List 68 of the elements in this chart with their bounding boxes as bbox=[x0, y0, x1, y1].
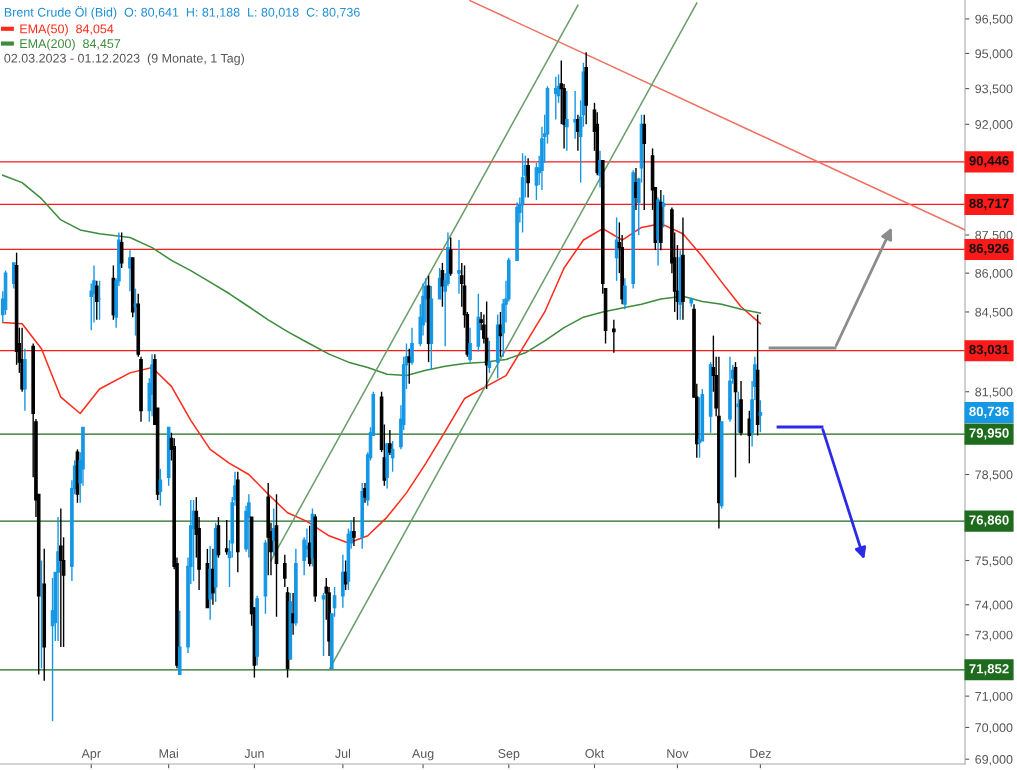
line-series bbox=[2, 222, 762, 544]
x-tick-label: Okt bbox=[585, 748, 605, 758]
candlestick bbox=[321, 592, 326, 657]
y-tick-label: 84,500 bbox=[975, 307, 1013, 319]
candlestick bbox=[343, 559, 348, 591]
candlestick bbox=[573, 90, 577, 140]
y-tick-label: 81,500 bbox=[975, 387, 1013, 398]
y-tick-label: 78,500 bbox=[975, 470, 1013, 481]
x-tick-label: Jul bbox=[335, 748, 351, 758]
candlestick bbox=[410, 326, 414, 366]
y-tick-label: 92,000 bbox=[975, 120, 1013, 131]
candlestick bbox=[56, 516, 60, 642]
y-tick-label: 69,000 bbox=[975, 755, 1013, 766]
candlestick bbox=[352, 516, 356, 547]
y-tick-label: 95,000 bbox=[975, 49, 1013, 60]
candlestick bbox=[12, 262, 16, 290]
candlestick bbox=[211, 548, 215, 606]
x-tick-label: Jun bbox=[244, 749, 264, 758]
candlestick bbox=[661, 194, 666, 229]
candlestick bbox=[526, 157, 530, 199]
y-tick-label: 74,000 bbox=[975, 600, 1013, 611]
y-tick-label: 73,000 bbox=[975, 630, 1013, 641]
text: Brent Crude Öl (Bid) O: 80,641 H: 81,188 L: 80,018 C: 80,736 bbox=[4, 6, 360, 20]
x-tick-label: Mai bbox=[159, 748, 178, 758]
candlestick bbox=[283, 553, 287, 588]
candlestick bbox=[448, 236, 453, 277]
ref-line-label: 76,860 bbox=[969, 515, 1009, 527]
candlestick bbox=[623, 277, 627, 311]
ref-line-label: 86,926 bbox=[969, 243, 1009, 255]
candlestick bbox=[59, 507, 63, 648]
x-tick-label: Dez bbox=[750, 749, 771, 758]
candlestick bbox=[612, 319, 616, 354]
candlestick bbox=[363, 482, 367, 504]
candlestick bbox=[128, 249, 132, 292]
candlestick bbox=[158, 468, 163, 507]
x-tick-label: Aug bbox=[411, 749, 434, 761]
candlestick bbox=[758, 399, 763, 433]
x-tick-label: Nov bbox=[667, 749, 689, 758]
candlestick bbox=[553, 76, 558, 121]
y-tick-label: 87,500 bbox=[975, 230, 1013, 242]
candlestick bbox=[388, 429, 392, 456]
y-tick-label: 86,000 bbox=[975, 268, 1013, 280]
ref-line-label: 90,446 bbox=[969, 156, 1009, 168]
candlestick bbox=[247, 493, 251, 559]
y-tick-label: 71,000 bbox=[975, 691, 1013, 703]
candlestick bbox=[119, 231, 124, 269]
ref-line-label: 79,950 bbox=[969, 428, 1009, 440]
candlestick bbox=[407, 348, 412, 385]
candlestick bbox=[341, 553, 345, 609]
line-series bbox=[2, 174, 762, 377]
candlestick bbox=[457, 239, 461, 295]
ref-line-label: 83,031 bbox=[969, 344, 1009, 357]
y-tick-label: 70,000 bbox=[975, 723, 1013, 734]
y-tick-label: 75,500 bbox=[975, 556, 1013, 567]
candlestick bbox=[468, 326, 472, 363]
ref-line-label: 88,717 bbox=[969, 198, 1009, 210]
text: 02.03.2023 - 01.12.2023 (9 Monate, 1 Tag) bbox=[4, 53, 244, 66]
y-tick-label: 93,500 bbox=[975, 84, 1013, 95]
candlestick bbox=[224, 519, 229, 556]
x-tick-label: Sep bbox=[498, 749, 520, 761]
legend-label: EMA(200) 84,457 bbox=[20, 38, 121, 51]
legend-label: EMA(50) 84,054 bbox=[20, 24, 114, 36]
text: 80,736 bbox=[969, 406, 1009, 418]
candlestick bbox=[565, 90, 569, 152]
candlestick bbox=[747, 410, 752, 464]
x-tick-label: Apr bbox=[81, 749, 101, 761]
y-tick-label: 96,500 bbox=[975, 14, 1013, 26]
ref-line-label: 71,852 bbox=[969, 664, 1009, 676]
